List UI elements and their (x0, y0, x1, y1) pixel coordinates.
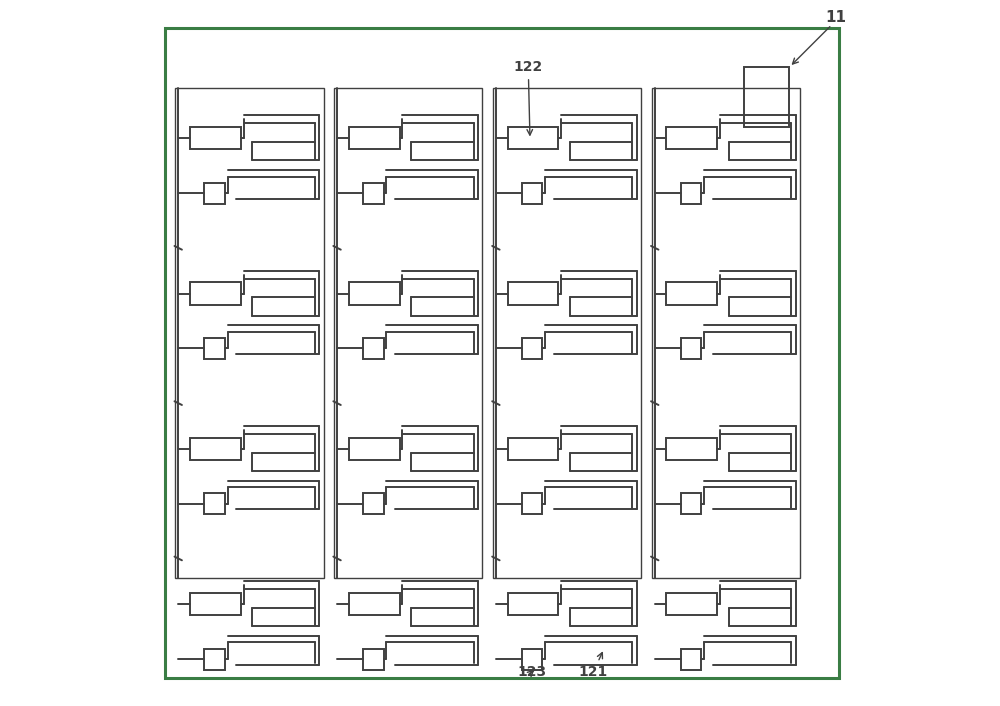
Bar (508, 593, 558, 615)
Bar (666, 127, 717, 149)
Bar (190, 127, 241, 149)
Bar (744, 67, 789, 127)
Bar (681, 338, 701, 359)
Bar (652, 88, 800, 578)
Bar (190, 438, 241, 460)
Bar (349, 127, 400, 149)
Bar (175, 88, 324, 578)
Bar (508, 438, 558, 460)
Bar (522, 183, 542, 203)
Bar (363, 338, 384, 359)
Bar (508, 282, 558, 305)
Bar (190, 282, 241, 305)
Bar (522, 338, 542, 359)
Bar (349, 438, 400, 460)
Bar (522, 649, 542, 669)
Bar (666, 282, 717, 305)
Bar (522, 493, 542, 514)
Text: 122: 122 (514, 60, 543, 135)
Text: 123: 123 (517, 665, 546, 679)
Bar (349, 593, 400, 615)
Bar (204, 338, 225, 359)
Bar (681, 493, 701, 514)
Bar (363, 649, 384, 669)
Bar (666, 593, 717, 615)
Text: 121: 121 (579, 652, 608, 679)
Bar (508, 127, 558, 149)
Bar (204, 649, 225, 669)
Bar (204, 493, 225, 514)
Bar (363, 183, 384, 203)
Bar (681, 649, 701, 669)
Bar (204, 183, 225, 203)
Bar (363, 493, 384, 514)
Bar (349, 282, 400, 305)
Bar (681, 183, 701, 203)
Bar (190, 593, 241, 615)
Bar (334, 88, 482, 578)
Bar (493, 88, 641, 578)
Bar (666, 438, 717, 460)
Text: 11: 11 (825, 10, 846, 25)
